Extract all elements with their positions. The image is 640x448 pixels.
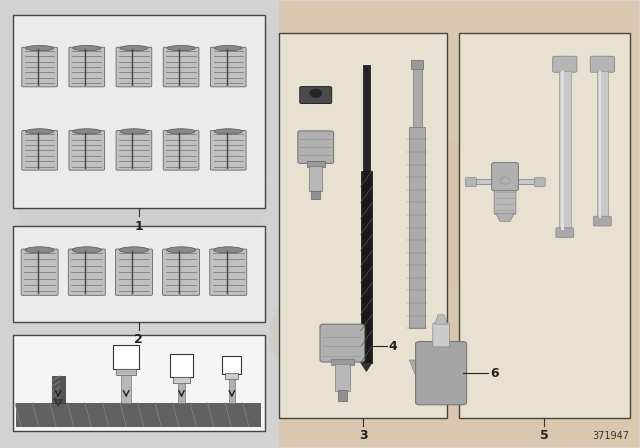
Bar — [13, 226, 264, 322]
Bar — [1, 1, 278, 447]
FancyBboxPatch shape — [163, 249, 200, 295]
FancyBboxPatch shape — [211, 47, 246, 87]
Bar — [335, 364, 350, 391]
Bar — [121, 375, 131, 403]
Circle shape — [309, 89, 322, 98]
FancyBboxPatch shape — [116, 47, 152, 87]
Ellipse shape — [166, 247, 196, 253]
FancyBboxPatch shape — [534, 178, 545, 187]
Bar — [170, 354, 193, 377]
Ellipse shape — [214, 45, 243, 51]
FancyBboxPatch shape — [68, 249, 105, 295]
Text: 6: 6 — [490, 366, 499, 379]
Polygon shape — [54, 399, 63, 406]
FancyBboxPatch shape — [553, 56, 577, 72]
Text: 371947: 371947 — [592, 431, 629, 441]
Ellipse shape — [214, 247, 243, 253]
FancyBboxPatch shape — [22, 47, 58, 87]
Bar — [173, 377, 191, 383]
Circle shape — [288, 135, 518, 295]
FancyBboxPatch shape — [433, 323, 449, 347]
Bar — [113, 345, 139, 369]
Bar — [311, 190, 320, 199]
FancyBboxPatch shape — [590, 56, 614, 72]
Text: 1: 1 — [134, 220, 143, 233]
Polygon shape — [435, 315, 447, 324]
Text: 4: 4 — [389, 340, 397, 353]
Polygon shape — [410, 360, 425, 379]
Ellipse shape — [25, 247, 54, 253]
Bar — [361, 171, 372, 362]
Text: 2: 2 — [134, 333, 143, 346]
Bar — [559, 71, 570, 230]
Polygon shape — [496, 213, 514, 221]
Ellipse shape — [26, 45, 54, 51]
Bar — [598, 71, 601, 219]
FancyBboxPatch shape — [593, 216, 611, 226]
Ellipse shape — [26, 129, 54, 134]
FancyBboxPatch shape — [298, 131, 333, 164]
FancyBboxPatch shape — [211, 130, 246, 170]
Bar — [116, 369, 136, 375]
Bar — [13, 335, 264, 431]
Bar — [222, 356, 241, 374]
Bar — [307, 161, 324, 167]
FancyBboxPatch shape — [115, 249, 152, 295]
Bar — [309, 166, 322, 191]
FancyBboxPatch shape — [210, 249, 246, 295]
Text: 5: 5 — [540, 429, 548, 442]
Bar — [561, 71, 564, 230]
Ellipse shape — [73, 129, 101, 134]
FancyBboxPatch shape — [320, 324, 365, 362]
Bar — [331, 359, 354, 365]
Ellipse shape — [73, 45, 101, 51]
Ellipse shape — [119, 247, 148, 253]
FancyBboxPatch shape — [163, 47, 199, 87]
FancyBboxPatch shape — [69, 47, 104, 87]
Circle shape — [269, 277, 435, 393]
FancyBboxPatch shape — [163, 130, 199, 170]
FancyBboxPatch shape — [415, 341, 467, 405]
Bar — [459, 33, 630, 418]
Ellipse shape — [120, 129, 148, 134]
Bar — [228, 379, 235, 403]
Bar — [413, 69, 422, 127]
FancyBboxPatch shape — [556, 228, 573, 237]
Bar — [13, 15, 264, 208]
Ellipse shape — [120, 45, 148, 51]
Ellipse shape — [72, 247, 101, 253]
Bar — [225, 373, 238, 379]
FancyBboxPatch shape — [465, 178, 476, 187]
Ellipse shape — [167, 45, 195, 51]
Bar — [411, 60, 424, 69]
FancyBboxPatch shape — [494, 188, 516, 215]
Bar — [467, 179, 543, 185]
Bar — [410, 127, 425, 328]
Bar — [338, 390, 347, 401]
FancyBboxPatch shape — [69, 130, 104, 170]
Circle shape — [14, 104, 269, 282]
Ellipse shape — [214, 129, 243, 134]
Polygon shape — [361, 362, 372, 371]
Bar — [178, 383, 186, 403]
Bar — [278, 33, 447, 418]
FancyBboxPatch shape — [22, 130, 58, 170]
Text: 3: 3 — [358, 429, 367, 442]
Bar — [596, 71, 608, 219]
Ellipse shape — [167, 129, 195, 134]
Bar — [363, 65, 370, 186]
FancyBboxPatch shape — [116, 130, 152, 170]
FancyBboxPatch shape — [492, 163, 518, 190]
Bar — [278, 1, 639, 447]
Bar — [52, 376, 65, 403]
FancyBboxPatch shape — [300, 86, 332, 103]
FancyBboxPatch shape — [21, 249, 58, 295]
Bar — [16, 403, 261, 426]
